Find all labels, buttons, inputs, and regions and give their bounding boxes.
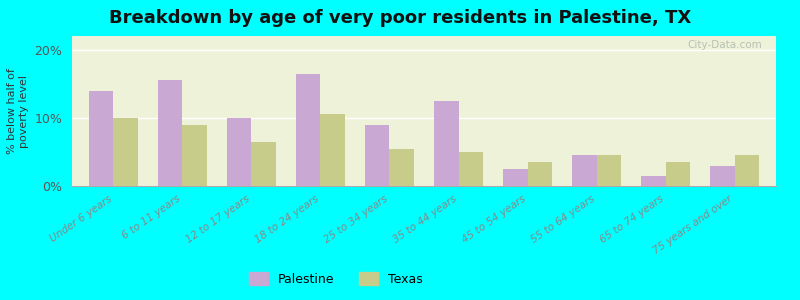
Bar: [366, 124, 390, 186]
Bar: [734, 155, 758, 186]
Bar: [527, 162, 552, 186]
Bar: [251, 142, 276, 186]
Bar: [572, 155, 597, 186]
Bar: [182, 124, 206, 186]
Text: Breakdown by age of very poor residents in Palestine, TX: Breakdown by age of very poor residents …: [109, 9, 691, 27]
Bar: [227, 118, 251, 186]
Bar: [296, 74, 321, 186]
Bar: [503, 169, 527, 186]
Legend: Palestine, Texas: Palestine, Texas: [244, 267, 428, 291]
Bar: [90, 91, 114, 186]
Bar: [597, 155, 621, 186]
Bar: [114, 118, 138, 186]
Bar: [390, 148, 414, 186]
Bar: [158, 80, 182, 186]
Bar: [321, 114, 345, 186]
Bar: [458, 152, 482, 186]
Text: City-Data.com: City-Data.com: [687, 40, 762, 50]
Bar: [642, 176, 666, 186]
Y-axis label: % below half of
poverty level: % below half of poverty level: [7, 68, 29, 154]
Bar: [434, 101, 458, 186]
Bar: [666, 162, 690, 186]
Bar: [710, 166, 734, 186]
